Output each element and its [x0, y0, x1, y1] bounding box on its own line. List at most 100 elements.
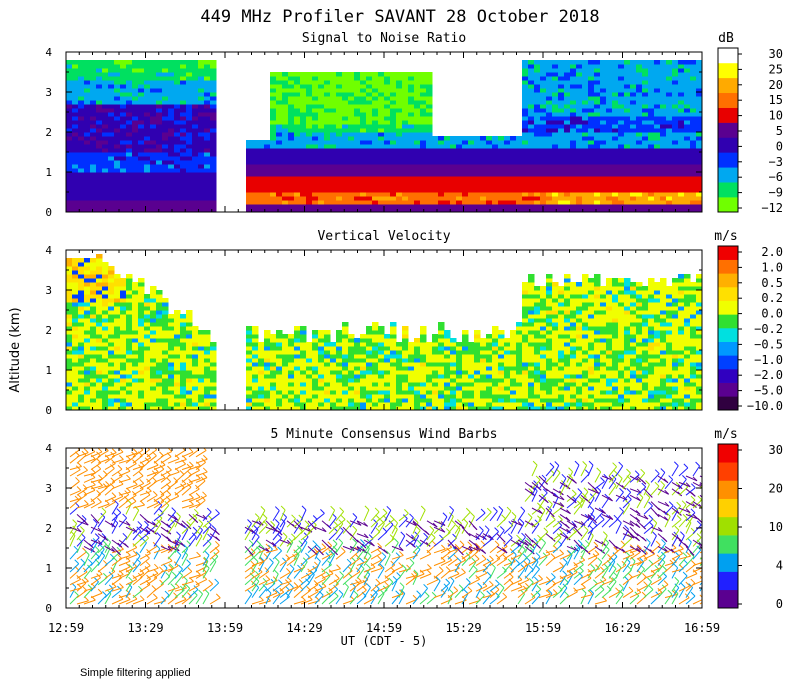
data-cell: [78, 80, 85, 85]
data-cell: [660, 80, 667, 85]
data-cell: [384, 204, 391, 209]
data-cell: [270, 152, 277, 157]
data-cell: [108, 184, 115, 189]
data-cell: [294, 80, 301, 85]
data-cell: [378, 378, 385, 383]
data-cell: [636, 184, 643, 189]
data-cell: [96, 192, 103, 197]
data-cell: [90, 398, 97, 403]
data-cell: [156, 116, 163, 121]
data-cell: [426, 168, 433, 173]
data-cell: [684, 112, 691, 117]
data-cell: [324, 406, 331, 410]
data-cell: [96, 262, 103, 267]
data-cell: [540, 64, 547, 69]
data-cell: [162, 330, 169, 335]
data-cell: [150, 374, 157, 379]
data-cell: [396, 140, 403, 145]
data-cell: [162, 358, 169, 363]
data-cell: [624, 200, 631, 205]
data-cell: [360, 140, 367, 145]
data-cell: [570, 172, 577, 177]
data-cell: [300, 354, 307, 359]
data-cell: [180, 342, 187, 347]
data-cell: [420, 184, 427, 189]
data-cell: [696, 136, 702, 141]
data-cell: [576, 96, 583, 101]
data-cell: [606, 64, 613, 69]
data-cell: [408, 96, 415, 101]
data-cell: [546, 168, 553, 173]
data-cell: [330, 160, 337, 165]
data-cell: [456, 204, 463, 209]
data-cell: [324, 192, 331, 197]
data-cell: [342, 402, 349, 407]
data-cell: [348, 346, 355, 351]
data-cell: [324, 184, 331, 189]
data-cell: [390, 84, 397, 89]
data-cell: [684, 104, 691, 109]
data-cell: [552, 148, 559, 153]
data-cell: [72, 314, 79, 319]
data-cell: [114, 160, 121, 165]
data-cell: [282, 128, 289, 133]
data-cell: [330, 386, 337, 391]
data-cell: [198, 128, 205, 133]
data-cell: [156, 310, 163, 315]
data-cell: [564, 108, 571, 113]
data-cell: [108, 100, 115, 105]
data-cell: [114, 362, 121, 367]
data-cell: [174, 314, 181, 319]
data-cell: [642, 108, 649, 113]
data-cell: [378, 176, 385, 181]
data-cell: [306, 72, 313, 77]
data-cell: [648, 100, 655, 105]
data-cell: [672, 136, 679, 141]
data-cell: [120, 338, 127, 343]
data-cell: [618, 168, 625, 173]
data-cell: [372, 168, 379, 173]
data-cell: [156, 342, 163, 347]
data-cell: [690, 120, 697, 125]
data-cell: [114, 294, 121, 299]
data-cell: [432, 188, 439, 193]
data-cell: [90, 112, 97, 117]
data-cell: [162, 108, 169, 113]
data-cell: [600, 112, 607, 117]
data-cell: [348, 398, 355, 403]
data-cell: [66, 96, 73, 101]
data-cell: [456, 172, 463, 177]
data-cell: [642, 208, 649, 212]
data-cell: [486, 152, 493, 157]
data-cell: [342, 342, 349, 347]
data-cell: [420, 342, 427, 347]
data-cell: [66, 390, 73, 395]
data-cell: [660, 72, 667, 77]
data-cell: [618, 136, 625, 141]
data-cell: [432, 334, 439, 339]
data-cell: [162, 306, 169, 311]
data-cell: [648, 68, 655, 73]
data-cell: [648, 192, 655, 197]
data-cell: [666, 84, 673, 89]
data-cell: [486, 148, 493, 153]
data-cell: [282, 80, 289, 85]
data-cell: [276, 402, 283, 407]
data-cell: [282, 184, 289, 189]
data-cell: [114, 302, 121, 307]
data-cell: [438, 362, 445, 367]
data-cell: [138, 374, 145, 379]
data-cell: [372, 358, 379, 363]
data-cell: [600, 176, 607, 181]
data-cell: [102, 64, 109, 69]
data-cell: [354, 112, 361, 117]
data-cell: [654, 112, 661, 117]
data-cell: [180, 156, 187, 161]
data-cell: [624, 104, 631, 109]
data-cell: [114, 188, 121, 193]
data-cell: [456, 156, 463, 161]
data-cell: [114, 96, 121, 101]
data-cell: [342, 156, 349, 161]
data-cell: [162, 184, 169, 189]
data-cell: [402, 382, 409, 387]
